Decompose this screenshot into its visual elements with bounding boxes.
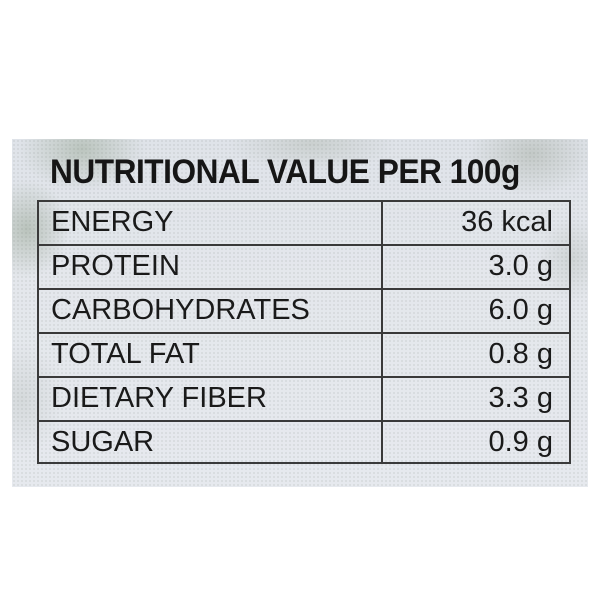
nutrient-name: DIETARY FIBER	[51, 382, 267, 414]
label-background-texture	[12, 139, 588, 487]
table-row-total-fat: TOTAL FAT 0.8 g	[39, 334, 569, 378]
nutrition-title: NUTRITIONAL VALUE PER 100g	[50, 153, 520, 191]
table-row-dietary-fiber: DIETARY FIBER 3.3 g	[39, 378, 569, 422]
table-row-carbohydrates: CARBOHYDRATES 6.0 g	[39, 290, 569, 334]
nutrient-value: 0.9 g	[488, 426, 554, 458]
table-row-sugar: SUGAR 0.9 g	[39, 422, 569, 466]
nutrient-name: ENERGY	[51, 206, 174, 238]
nutrition-label: NUTRITIONAL VALUE PER 100g ENERGY 36 kca…	[12, 139, 588, 487]
nutrient-value: 3.0 g	[488, 250, 554, 282]
nutrient-value: 3.3 g	[488, 382, 554, 414]
table-row-protein: PROTEIN 3.0 g	[39, 246, 569, 290]
nutrition-table: ENERGY 36 kcal PROTEIN 3.0 g CARBOHYDRAT…	[37, 200, 571, 464]
nutrient-value: 0.8 g	[488, 338, 554, 370]
nutrient-name: TOTAL FAT	[51, 338, 200, 370]
nutrient-name: CARBOHYDRATES	[51, 294, 310, 326]
nutrient-value: 6.0 g	[488, 294, 554, 326]
nutrient-value: 36 kcal	[461, 206, 553, 238]
nutrient-name: SUGAR	[51, 426, 155, 458]
nutrient-name: PROTEIN	[51, 250, 180, 282]
label-halftone-pattern	[12, 139, 588, 487]
table-row-energy: ENERGY 36 kcal	[39, 202, 569, 246]
